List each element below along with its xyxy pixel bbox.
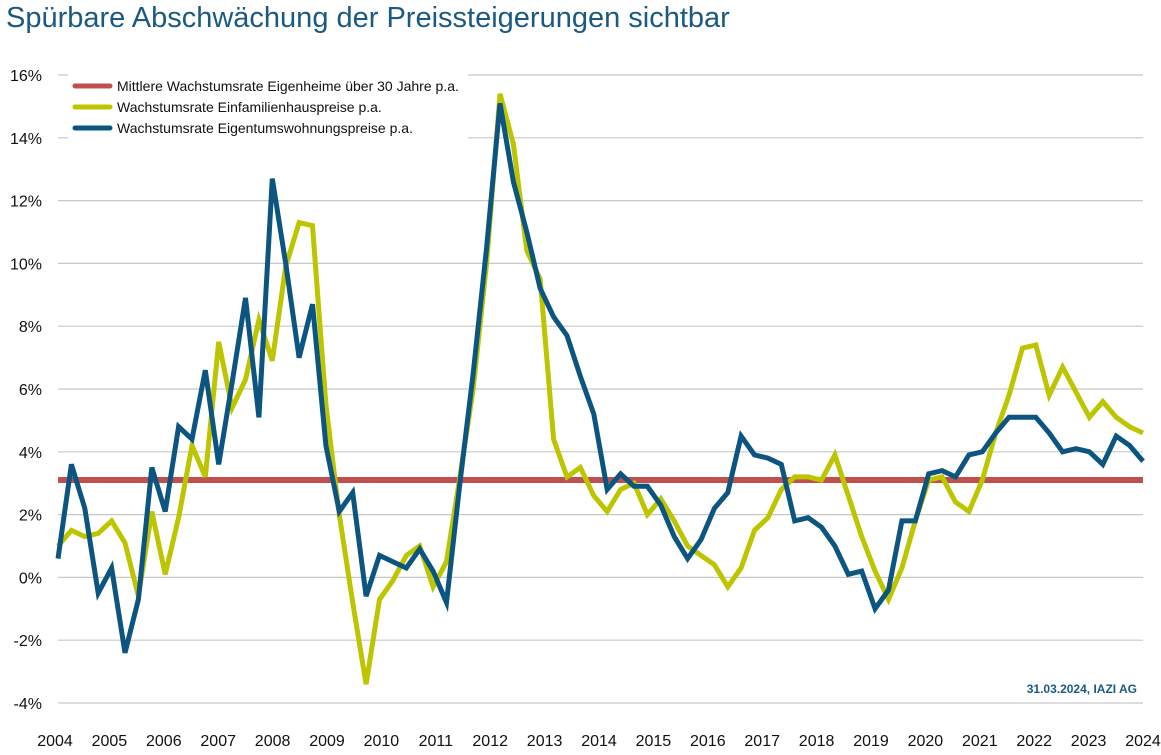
- x-tick-label: 2004: [37, 733, 73, 750]
- series-lines: [55, 93, 1145, 685]
- y-tick-label: -2%: [14, 633, 42, 650]
- x-tick-label: 2005: [92, 733, 128, 750]
- gridlines: [58, 74, 1143, 704]
- source-note: 31.03.2024, IAZI AG: [1027, 682, 1137, 696]
- y-tick-label: 12%: [10, 194, 42, 211]
- x-tick-label: 2008: [255, 733, 291, 750]
- x-tick-label: 2006: [146, 733, 182, 750]
- x-tick-label: 2011: [419, 733, 454, 750]
- y-tick-label: 8%: [19, 319, 42, 336]
- y-tick-label: 2%: [19, 508, 42, 525]
- legend-background: [68, 70, 468, 148]
- y-tick-label: 10%: [10, 256, 42, 273]
- x-tick-label: 2010: [364, 733, 400, 750]
- y-tick-label: 6%: [19, 382, 42, 399]
- x-tick-label: 2024: [1125, 733, 1161, 750]
- x-axis-ticks: 2004 2005 2006 2007 2008 2009 2010 2011 2012 2013…: [37, 733, 1161, 750]
- x-tick-label: 2012: [472, 733, 508, 750]
- legend-label: Mittlere Wachstumsrate Eigenheime über 3…: [117, 78, 459, 94]
- x-tick-label: 2015: [636, 733, 672, 750]
- x-tick-label: 2009: [309, 733, 345, 750]
- x-tick-label: 2016: [690, 733, 726, 750]
- y-axis-ticks: -4% -2% 0% 2% 4% 6% 8% 10% 12% 14% 16%: [10, 68, 42, 713]
- y-tick-label: -4%: [14, 696, 42, 713]
- y-tick-label: 0%: [19, 570, 42, 587]
- x-tick-label: 2018: [799, 733, 835, 750]
- chart-title: Spürbare Abschwächung der Preissteigerun…: [6, 2, 730, 34]
- x-tick-label: 2007: [200, 733, 236, 750]
- legend: Mittlere Wachstumsrate Eigenheime über 3…: [68, 70, 468, 148]
- y-tick-label: 14%: [10, 131, 42, 148]
- series-line-single-family: [56, 93, 1145, 685]
- x-tick-label: 2013: [527, 733, 563, 750]
- x-tick-label: 2022: [1016, 733, 1052, 750]
- x-tick-label: 2017: [744, 733, 780, 750]
- y-tick-label: 4%: [19, 445, 42, 462]
- x-tick-label: 2020: [908, 733, 944, 750]
- x-tick-label: 2023: [1071, 733, 1107, 750]
- x-tick-label: 2014: [581, 733, 617, 750]
- series-line-condominium: [55, 102, 1145, 654]
- legend-label: Wachstumsrate Einfamilienhauspreise p.a.: [117, 99, 382, 115]
- y-tick-label: 16%: [10, 68, 42, 85]
- x-tick-label: 2021: [962, 733, 998, 750]
- x-tick-label: 2019: [853, 733, 889, 750]
- legend-label: Wachstumsrate Eigentumswohnungspreise p.…: [117, 120, 413, 136]
